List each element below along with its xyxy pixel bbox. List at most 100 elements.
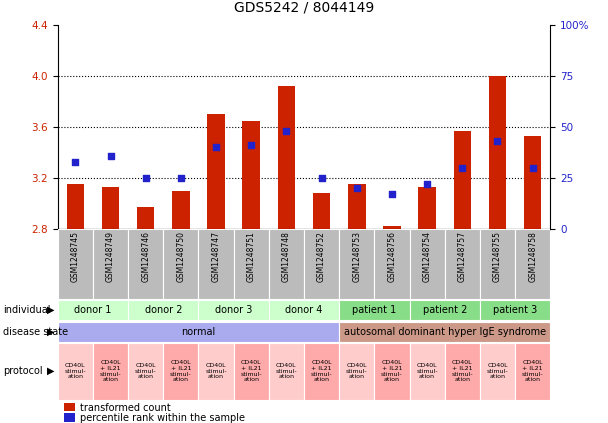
Bar (304, 229, 339, 299)
Text: GSM1248750: GSM1248750 (176, 231, 185, 282)
Bar (348, 184, 365, 229)
Text: GSM1248751: GSM1248751 (247, 231, 256, 282)
Bar (58, 343, 93, 400)
Text: GSM1248756: GSM1248756 (387, 231, 396, 282)
Bar (489, 76, 506, 229)
Text: CD40L
+ IL21
stimul-
ation: CD40L + IL21 stimul- ation (100, 360, 122, 382)
Bar (313, 193, 330, 229)
Text: normal: normal (181, 327, 216, 337)
Text: CD40L
+ IL21
stimul-
ation: CD40L + IL21 stimul- ation (170, 360, 192, 382)
Bar (172, 191, 190, 229)
Bar (410, 229, 444, 299)
Bar (128, 229, 164, 299)
Point (141, 175, 151, 181)
Text: donor 2: donor 2 (145, 305, 182, 315)
Point (211, 144, 221, 151)
Bar (454, 131, 471, 229)
Point (317, 175, 326, 181)
Text: GSM1248745: GSM1248745 (71, 231, 80, 282)
Point (176, 175, 185, 181)
Bar (269, 300, 339, 319)
Bar (269, 229, 304, 299)
Text: protocol: protocol (3, 366, 43, 376)
Bar (480, 300, 550, 319)
Text: GSM1248758: GSM1248758 (528, 231, 537, 282)
Text: autosomal dominant hyper IgE syndrome: autosomal dominant hyper IgE syndrome (344, 327, 546, 337)
Bar (480, 229, 515, 299)
Bar (198, 343, 233, 400)
Text: CD40L
stimul-
ation: CD40L stimul- ation (206, 363, 227, 379)
Bar (93, 343, 128, 400)
Text: CD40L
+ IL21
stimul-
ation: CD40L + IL21 stimul- ation (381, 360, 402, 382)
Bar (269, 343, 304, 400)
Text: patient 3: patient 3 (493, 305, 537, 315)
Text: CD40L
stimul-
ation: CD40L stimul- ation (64, 363, 86, 379)
Bar (198, 300, 269, 319)
Point (422, 181, 432, 187)
Bar (304, 343, 339, 400)
Text: GSM1248746: GSM1248746 (141, 231, 150, 282)
Text: CD40L
+ IL21
stimul-
ation: CD40L + IL21 stimul- ation (311, 360, 333, 382)
Text: CD40L
stimul-
ation: CD40L stimul- ation (135, 363, 156, 379)
Text: CD40L
stimul-
ation: CD40L stimul- ation (486, 363, 508, 379)
Text: GSM1248748: GSM1248748 (282, 231, 291, 282)
Bar (444, 229, 480, 299)
Text: GSM1248754: GSM1248754 (423, 231, 432, 282)
Text: GSM1248752: GSM1248752 (317, 231, 326, 282)
Bar (375, 343, 410, 400)
Point (71, 158, 80, 165)
Text: CD40L
+ IL21
stimul-
ation: CD40L + IL21 stimul- ation (452, 360, 473, 382)
Bar (480, 343, 515, 400)
Text: GSM1248755: GSM1248755 (493, 231, 502, 282)
Bar (515, 229, 550, 299)
Bar (66, 184, 84, 229)
Text: CD40L
stimul-
ation: CD40L stimul- ation (416, 363, 438, 379)
Bar (58, 322, 339, 341)
Bar (524, 136, 542, 229)
Bar (243, 121, 260, 229)
Bar (233, 229, 269, 299)
Bar (339, 229, 375, 299)
Bar (233, 343, 269, 400)
Text: GSM1248753: GSM1248753 (352, 231, 361, 282)
Bar (383, 226, 401, 229)
Text: transformed count: transformed count (80, 403, 170, 413)
Bar (207, 114, 225, 229)
Bar (58, 229, 93, 299)
Bar (58, 300, 128, 319)
Point (457, 165, 467, 171)
Bar (339, 322, 550, 341)
Text: GSM1248757: GSM1248757 (458, 231, 467, 282)
Bar (418, 187, 436, 229)
Text: CD40L
stimul-
ation: CD40L stimul- ation (275, 363, 297, 379)
Bar (375, 229, 410, 299)
Text: individual: individual (3, 305, 50, 315)
Point (106, 152, 116, 159)
Point (492, 138, 502, 145)
Point (387, 191, 397, 198)
Bar (164, 343, 198, 400)
Text: CD40L
+ IL21
stimul-
ation: CD40L + IL21 stimul- ation (522, 360, 544, 382)
Bar (515, 343, 550, 400)
Bar (410, 300, 480, 319)
Point (246, 142, 256, 149)
Text: donor 1: donor 1 (74, 305, 112, 315)
Bar (102, 187, 119, 229)
Text: CD40L
stimul-
ation: CD40L stimul- ation (346, 363, 368, 379)
Bar (128, 300, 198, 319)
Bar (93, 229, 128, 299)
Point (528, 165, 537, 171)
Text: donor 4: donor 4 (285, 305, 323, 315)
Text: CD40L
+ IL21
stimul-
ation: CD40L + IL21 stimul- ation (240, 360, 262, 382)
Text: donor 3: donor 3 (215, 305, 252, 315)
Text: percentile rank within the sample: percentile rank within the sample (80, 413, 244, 423)
Text: patient 1: patient 1 (352, 305, 396, 315)
Bar (137, 207, 154, 229)
Text: ▶: ▶ (47, 327, 55, 337)
Text: GSM1248747: GSM1248747 (212, 231, 221, 282)
Text: ▶: ▶ (47, 366, 55, 376)
Bar (164, 229, 198, 299)
Text: disease state: disease state (3, 327, 68, 337)
Text: ▶: ▶ (47, 305, 55, 315)
Bar (339, 300, 410, 319)
